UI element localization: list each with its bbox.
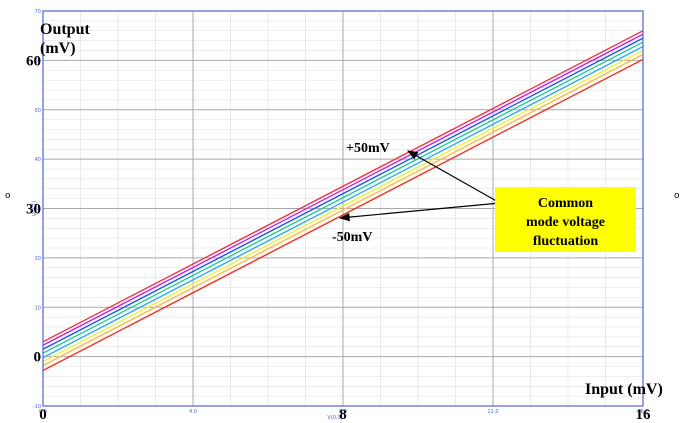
major-tick-labels: 0 8 16 0 30 60	[26, 53, 651, 423]
series-layer	[42, 30, 644, 372]
series-line-1	[42, 30, 644, 343]
x-small-tick-label: 12.0	[487, 409, 498, 415]
arrow-to-minus-50mv	[338, 202, 501, 222]
callout-box	[495, 187, 636, 252]
arrow-to-plus-50mv	[406, 150, 501, 204]
x-small-tick-label: 4.0	[189, 409, 197, 415]
x-tick-label: 0	[39, 407, 47, 423]
y-small-tick-label: 30	[35, 207, 41, 213]
x-tick-label: 8	[339, 407, 347, 423]
y-small-tick-label: 70	[35, 9, 41, 15]
callout-arrows	[338, 150, 501, 222]
y-tick-label: 60	[26, 53, 41, 69]
y-small-tick-label: 20	[35, 256, 41, 262]
y-small-tick-label: 60	[35, 58, 41, 64]
y-small-tick-label: 40	[35, 157, 41, 163]
small-tick-labels: 0.0 4.0 8.0 12.0 16.0 70 60 50 40 30 20 10 0 -10	[33, 9, 649, 415]
x-axis-label: Input (mV)	[585, 381, 663, 398]
y-small-tick-label: 50	[35, 108, 41, 114]
y-axis-label-line2: (mV)	[40, 40, 76, 57]
series-line-3	[42, 37, 644, 350]
callout-line-3: fluctuation	[533, 234, 599, 249]
annotation-plus-50mv: +50mV	[346, 141, 390, 156]
y-small-tick-label: 0	[38, 355, 41, 361]
y-tick-label: 30	[26, 202, 41, 218]
plot-frame	[42, 10, 644, 407]
x-small-tick-label: 0.0	[39, 409, 47, 415]
series-line-4	[42, 41, 644, 354]
series-line-2	[42, 33, 644, 346]
series-line-6	[42, 49, 644, 363]
y-small-tick-label: -10	[33, 404, 41, 410]
y-axis-small-title: V(0.1)	[32, 201, 38, 216]
left-edge-marker: o	[5, 191, 11, 201]
x-tick-label: 16	[636, 407, 652, 423]
callout-line-2: mode voltage	[526, 215, 605, 230]
x-axis-small-title: V(0.3)	[327, 415, 342, 421]
series-line-5	[42, 45, 644, 359]
series-line-7	[42, 53, 644, 367]
annotation-minus-50mv: -50mV	[332, 230, 372, 245]
x-small-tick-label: 16.0	[637, 409, 648, 415]
y-tick-label: 0	[34, 350, 42, 366]
y-axis-label-line1: Output	[40, 21, 90, 38]
right-edge-marker: o	[674, 191, 680, 201]
x-small-tick-label: 8.0	[339, 409, 347, 415]
y-small-tick-label: 10	[35, 305, 41, 311]
callout-line-1: Common	[538, 196, 593, 211]
